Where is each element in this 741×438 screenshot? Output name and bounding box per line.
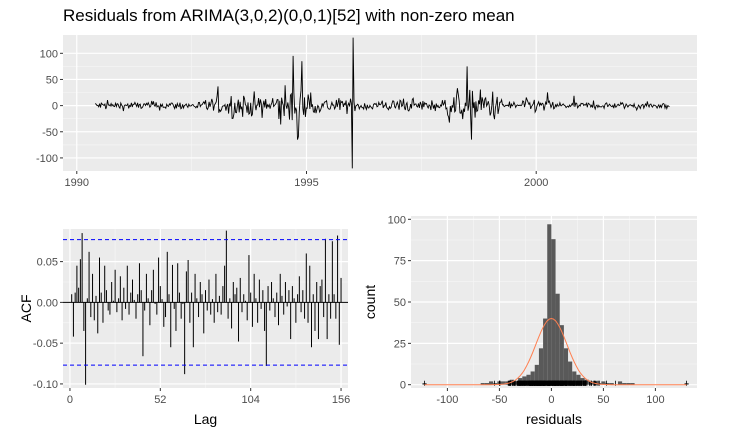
histogram-x-axis-title: residuals: [526, 411, 582, 427]
histogram-density-curve: [424, 317, 687, 386]
histogram-bar: [480, 383, 485, 385]
acf-x-axis-title: Lag: [194, 411, 217, 427]
residual-y-tick-label: -50: [42, 127, 58, 139]
residual-x-tick-label: 2000: [524, 177, 548, 189]
histogram-bar: [501, 381, 506, 385]
histogram-bar: [617, 381, 623, 385]
figure-title: Residuals from ARIMA(3,0,2)(0,0,1)[52] w…: [63, 6, 515, 25]
residual-x-tick-label: 1995: [294, 177, 318, 189]
histogram-x-tick-label: -50: [491, 394, 507, 406]
acf-x-tick-label: 52: [154, 394, 166, 406]
residual-y-tick-label: 50: [46, 74, 58, 86]
acf-y-tick-label: 0.00: [37, 297, 58, 309]
histogram-bar: [513, 381, 519, 385]
histogram-bar: [568, 361, 573, 385]
histogram-bar: [538, 348, 544, 385]
histogram-y-tick-label: 75: [394, 256, 406, 268]
histogram-x-tick-label: 100: [646, 394, 664, 406]
residual-series-line: [94, 37, 670, 169]
histogram-bar: [555, 293, 560, 385]
histogram-y-tick-label: 50: [394, 297, 406, 309]
histogram-y-tick-label: 0: [400, 380, 406, 392]
histogram-bar: [601, 381, 606, 385]
histogram-bar: [630, 383, 635, 385]
histogram-bar: [489, 381, 494, 385]
histogram-bar: [543, 318, 548, 385]
acf-x-tick-label: 0: [67, 394, 73, 406]
histogram-bar: [609, 383, 614, 385]
histogram-bar: [534, 364, 539, 385]
histogram-bar: [530, 371, 535, 385]
residual-y-tick-label: -100: [36, 153, 58, 165]
histogram-bar: [588, 381, 593, 385]
histogram-bar: [605, 383, 610, 385]
histogram-x-tick-label: -100: [436, 394, 458, 406]
histogram-bar: [526, 374, 531, 385]
acf-x-tick-label: 104: [242, 394, 260, 406]
histogram-bar: [551, 239, 556, 385]
histogram-bar: [484, 383, 489, 385]
acf-y-tick-label: 0.05: [37, 257, 58, 269]
histogram-bar: [563, 348, 569, 385]
histogram-y-tick-label: 25: [394, 338, 406, 350]
acf-y-tick-label: -0.05: [33, 338, 58, 350]
residual-panel-background: [63, 35, 697, 171]
histogram-x-tick-label: 50: [597, 394, 609, 406]
acf-x-tick-label: 156: [332, 394, 350, 406]
residual-y-tick-label: 100: [40, 48, 58, 60]
histogram-bar: [622, 383, 627, 385]
histogram-bar: [576, 374, 581, 385]
histogram-y-tick-label: 100: [388, 214, 406, 226]
acf-y-axis-title: ACF: [18, 295, 34, 323]
histogram-bar: [493, 383, 498, 385]
histogram-bar: [559, 325, 564, 385]
residual-y-tick-label: 0: [52, 101, 58, 113]
histogram-bar: [572, 371, 577, 385]
histogram-x-tick-label: 0: [548, 394, 554, 406]
acf-y-tick-label: -0.10: [33, 379, 58, 391]
histogram-bar: [522, 376, 527, 385]
residual-x-tick-label: 1990: [65, 177, 89, 189]
histogram-bar: [626, 383, 631, 385]
histogram-y-axis-title: count: [362, 285, 378, 319]
histogram-bar: [547, 224, 552, 385]
